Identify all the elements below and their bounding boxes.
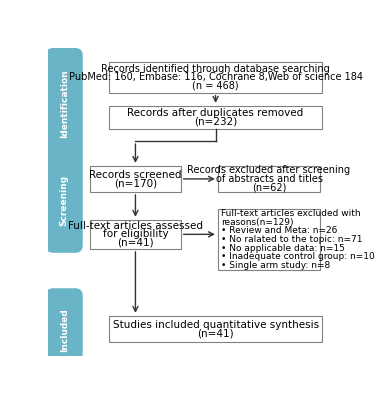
Text: reasons(n=129): reasons(n=129) [221,218,294,227]
FancyBboxPatch shape [218,166,320,192]
Text: Screening: Screening [60,175,69,226]
Text: Studies included quantitative synthesis: Studies included quantitative synthesis [113,320,319,330]
Text: Records identified through database searching: Records identified through database sear… [101,64,330,74]
Text: • Review and Meta: n=26: • Review and Meta: n=26 [221,226,338,236]
Text: (n=170): (n=170) [114,178,157,188]
FancyBboxPatch shape [90,166,181,192]
FancyBboxPatch shape [109,106,322,129]
Text: • Inadequate control group: n=10: • Inadequate control group: n=10 [221,252,375,261]
Text: for eligibility: for eligibility [103,229,168,239]
FancyBboxPatch shape [109,316,322,342]
FancyBboxPatch shape [46,48,83,150]
Text: (n=62): (n=62) [252,182,286,192]
Text: Records screened: Records screened [89,170,182,180]
Text: (n = 468): (n = 468) [192,81,239,91]
Text: of abstracts and titles: of abstracts and titles [216,174,322,184]
Text: (n=41): (n=41) [197,328,234,338]
Text: • No ralated to the topic: n=71: • No ralated to the topic: n=71 [221,235,363,244]
Text: (n=41): (n=41) [117,238,154,248]
Text: Full-text articles assessed: Full-text articles assessed [68,221,203,231]
FancyBboxPatch shape [46,288,83,361]
Text: Identification: Identification [60,69,69,138]
Text: Records after duplicates removed: Records after duplicates removed [128,108,304,118]
Text: • Single arm study: n=8: • Single arm study: n=8 [221,261,331,270]
FancyBboxPatch shape [109,62,322,93]
Text: Records excluded after screening: Records excluded after screening [187,165,350,175]
FancyBboxPatch shape [218,209,320,270]
Text: (n=232): (n=232) [194,117,237,127]
FancyBboxPatch shape [46,137,83,253]
Text: PubMed: 160, Embase: 116, Cochrane 8,Web of science 184: PubMed: 160, Embase: 116, Cochrane 8,Web… [69,72,363,82]
Text: Included: Included [60,308,69,352]
Text: • No applicable data: n=15: • No applicable data: n=15 [221,244,345,253]
Text: Full-text articles excluded with: Full-text articles excluded with [221,209,361,218]
FancyBboxPatch shape [90,220,181,249]
